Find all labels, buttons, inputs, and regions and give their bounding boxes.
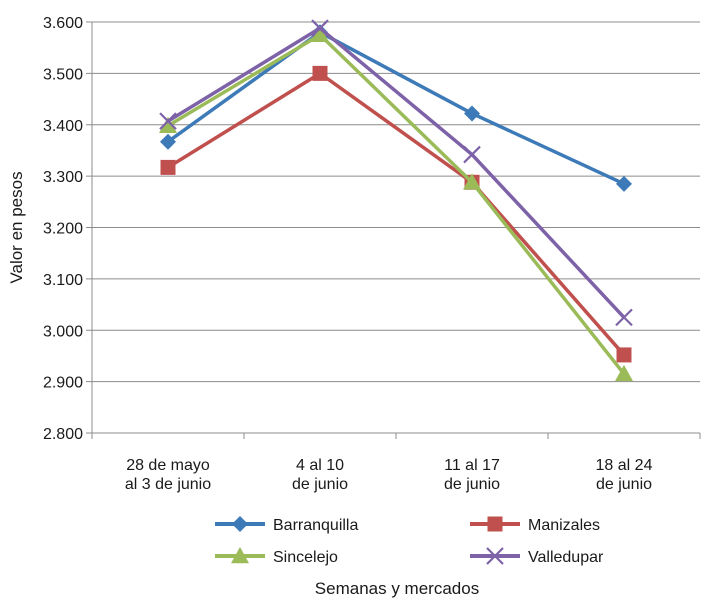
- x-tick-label-line: de junio: [292, 476, 348, 493]
- y-tick-label: 3.400: [43, 118, 83, 135]
- axes: Valor en pesos Semanas y mercados 3.600 3…: [7, 15, 701, 598]
- x-tick-label: 4 al 10 de junio: [292, 457, 348, 493]
- legend-item-valledupar: Valledupar: [470, 547, 604, 566]
- data-point: [463, 173, 481, 190]
- y-axis-title: Valor en pesos: [7, 171, 26, 283]
- y-tick-label: 3.100: [43, 272, 83, 289]
- series-line: [167, 71, 626, 357]
- data-point: [159, 116, 177, 133]
- x-tick-label-line: de junio: [596, 476, 652, 493]
- legend-item-manizales: Manizales: [470, 516, 600, 534]
- data-point: [160, 133, 176, 150]
- data-point: [311, 25, 329, 43]
- x-tick-label-line: 18 al 24: [596, 457, 653, 474]
- y-tick-label: 3.500: [43, 66, 83, 83]
- legend-label: Barranquilla: [273, 517, 358, 534]
- x-tick-label-line: 28 de mayo: [126, 457, 210, 474]
- series-barranquilla: [160, 24, 632, 192]
- legend: Barranquilla Manizales Sincelejo Valledupar: [215, 516, 604, 566]
- series-sincelejo: [159, 25, 633, 382]
- legend-label: Valledupar: [528, 549, 604, 566]
- legend-item-sincelejo: Sincelejo: [215, 547, 338, 566]
- x-tick-label: 11 al 17 de junio: [444, 457, 500, 493]
- legend-item-barranquilla: Barranquilla: [215, 516, 358, 534]
- x-marker-stroke: [159, 112, 177, 130]
- series-line: [166, 30, 625, 186]
- legend-marker: [486, 547, 504, 565]
- legend-label: Sincelejo: [273, 549, 338, 566]
- series-line: [167, 26, 626, 319]
- x-tick-label: 28 de mayo al 3 de junio: [125, 457, 211, 493]
- legend-label: Manizales: [528, 517, 600, 534]
- x-marker-stroke: [311, 19, 329, 37]
- series-line: [167, 33, 626, 376]
- y-tick-label: 3.600: [43, 15, 83, 32]
- data-point: [616, 347, 632, 363]
- x-axis-title: Semanas y mercados: [315, 579, 479, 598]
- x-tick-label: 18 al 24 de junio: [596, 457, 653, 493]
- data-point: [615, 308, 633, 327]
- y-tick-label: 2.800: [43, 426, 83, 443]
- data-point: [615, 364, 633, 382]
- data-point: [160, 159, 176, 175]
- x-tick-label-line: 4 al 10: [296, 457, 344, 474]
- y-tick-label: 2.900: [43, 375, 83, 392]
- data-point: [464, 105, 480, 122]
- x-tick-label-line: de junio: [444, 476, 500, 493]
- data-point: [311, 19, 329, 37]
- x-marker-stroke: [463, 145, 481, 164]
- y-tick-label: 3.300: [43, 169, 83, 186]
- legend-marker: [487, 516, 503, 532]
- data-point: [312, 65, 328, 81]
- x-marker-stroke: [486, 547, 504, 565]
- legend-marker: [232, 516, 248, 532]
- x-tick-label-line: 11 al 17: [444, 457, 500, 474]
- x-marker-stroke: [615, 308, 633, 327]
- gridlines: [92, 21, 700, 434]
- series-valledupar: [159, 19, 633, 327]
- y-tick-label: 3.000: [43, 323, 83, 340]
- y-tick-label: 3.200: [43, 221, 83, 238]
- data-point: [463, 145, 481, 164]
- series-lines: [159, 19, 633, 382]
- x-tick-label-line: al 3 de junio: [125, 476, 211, 493]
- data-point: [159, 112, 177, 130]
- legend-marker: [231, 547, 249, 564]
- data-point: [616, 175, 632, 192]
